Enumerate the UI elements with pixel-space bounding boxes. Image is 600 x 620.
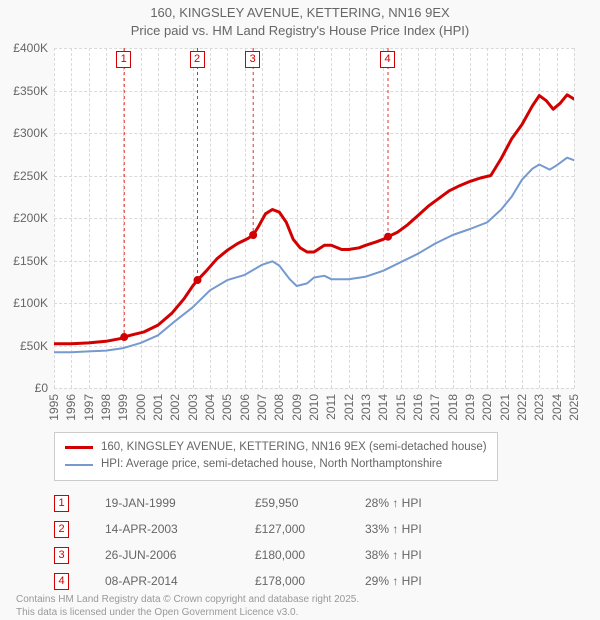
sale-hpi: 33% ↑ HPI (365, 522, 422, 536)
x-tick-label: 2018 (446, 394, 460, 421)
title-line-2: Price paid vs. HM Land Registry's House … (0, 22, 600, 40)
footer-line-2: This data is licensed under the Open Gov… (16, 607, 359, 620)
sale-price: £178,000 (255, 574, 365, 588)
sale-row: 2 14-APR-2003£127,00033% ↑ HPI (54, 516, 422, 542)
sale-row: 1 19-JAN-1999£59,95028% ↑ HPI (54, 490, 422, 516)
legend: 160, KINGSLEY AVENUE, KETTERING, NN16 9E… (54, 432, 498, 481)
y-tick-label: £200K (0, 211, 48, 225)
sale-price: £127,000 (255, 522, 365, 536)
x-tick-label: 2019 (463, 394, 477, 421)
y-tick-label: £0 (0, 381, 48, 395)
x-tick-label: 2006 (238, 394, 252, 421)
sale-date: 14-APR-2003 (105, 522, 255, 536)
x-tick-label: 1999 (116, 394, 130, 421)
x-tick-label: 2021 (498, 394, 512, 421)
sale-row: 4 08-APR-2014£178,00029% ↑ HPI (54, 568, 422, 594)
sale-row: 3 26-JUN-2006£180,00038% ↑ HPI (54, 542, 422, 568)
sale-hpi: 28% ↑ HPI (365, 496, 422, 510)
legend-row-2: HPI: Average price, semi-detached house,… (65, 456, 487, 473)
sale-date: 19-JAN-1999 (105, 496, 255, 510)
sales-table: 1 19-JAN-1999£59,95028% ↑ HPI 2 14-APR-2003… (54, 490, 422, 594)
y-tick-label: £300K (0, 126, 48, 140)
sale-marker-1: 1 (116, 51, 131, 68)
sale-price: £59,950 (255, 496, 365, 510)
sale-row-marker: 4 (54, 573, 69, 590)
y-tick-label: £250K (0, 169, 48, 183)
x-tick-label: 2023 (532, 394, 546, 421)
line-plot (54, 48, 574, 388)
x-tick-label: 2013 (359, 394, 373, 421)
x-tick-label: 2008 (272, 394, 286, 421)
x-tick-label: 2011 (324, 394, 338, 420)
sale-date: 08-APR-2014 (105, 574, 255, 588)
legend-swatch-blue (65, 464, 93, 466)
legend-label-2: HPI: Average price, semi-detached house,… (101, 456, 442, 473)
x-tick-label: 2004 (203, 394, 217, 421)
x-tick-label: 2025 (567, 394, 581, 421)
y-tick-label: £400K (0, 41, 48, 55)
legend-swatch-red (65, 446, 93, 449)
x-tick-label: 2017 (428, 394, 442, 421)
x-tick-label: 2007 (255, 394, 269, 421)
x-tick-label: 2010 (307, 394, 321, 421)
x-tick-label: 2009 (290, 394, 304, 421)
footer: Contains HM Land Registry data © Crown c… (16, 594, 359, 619)
sale-marker-4: 4 (380, 51, 395, 68)
chart-area: £0£50K£100K£150K£200K£250K£300K£350K£400… (54, 48, 574, 388)
sale-date: 26-JUN-2006 (105, 548, 255, 562)
x-tick-label: 1998 (99, 394, 113, 421)
x-tick-label: 2016 (411, 394, 425, 421)
sale-marker-2: 2 (190, 51, 205, 68)
legend-row-1: 160, KINGSLEY AVENUE, KETTERING, NN16 9E… (65, 439, 487, 456)
x-tick-label: 2000 (134, 394, 148, 421)
x-tick-label: 1995 (47, 394, 61, 421)
x-tick-label: 2020 (480, 394, 494, 421)
x-tick-label: 2015 (394, 394, 408, 421)
title-line-1: 160, KINGSLEY AVENUE, KETTERING, NN16 9E… (0, 4, 600, 22)
x-tick-label: 1997 (82, 394, 96, 421)
footer-line-1: Contains HM Land Registry data © Crown c… (16, 594, 359, 607)
sale-row-marker: 2 (54, 521, 69, 538)
x-tick-label: 1996 (64, 394, 78, 421)
x-tick-label: 2002 (168, 394, 182, 421)
x-tick-label: 2005 (220, 394, 234, 421)
legend-label-1: 160, KINGSLEY AVENUE, KETTERING, NN16 9E… (101, 439, 487, 456)
x-tick-label: 2014 (376, 394, 390, 421)
y-tick-label: £100K (0, 296, 48, 310)
x-tick-label: 2022 (515, 394, 529, 421)
sale-price: £180,000 (255, 548, 365, 562)
x-tick-label: 2024 (550, 394, 564, 421)
x-tick-label: 2001 (151, 394, 165, 421)
sale-row-marker: 1 (54, 495, 69, 512)
y-tick-label: £350K (0, 84, 48, 98)
y-tick-label: £50K (0, 339, 48, 353)
y-tick-label: £150K (0, 254, 48, 268)
x-tick-label: 2012 (342, 394, 356, 421)
sale-hpi: 29% ↑ HPI (365, 574, 422, 588)
sale-row-marker: 3 (54, 547, 69, 564)
chart-title: 160, KINGSLEY AVENUE, KETTERING, NN16 9E… (0, 0, 600, 39)
sale-hpi: 38% ↑ HPI (365, 548, 422, 562)
sale-marker-3: 3 (245, 51, 260, 68)
x-tick-label: 2003 (186, 394, 200, 421)
